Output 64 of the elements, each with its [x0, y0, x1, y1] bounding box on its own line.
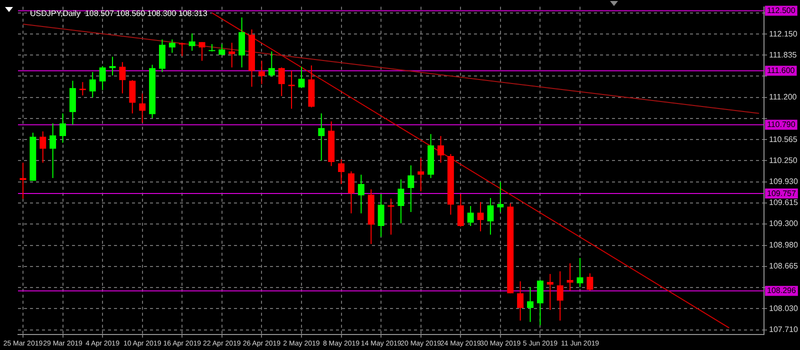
candlestick	[477, 202, 484, 232]
candlestick	[338, 158, 344, 185]
candlestick	[556, 270, 564, 322]
candlestick	[497, 182, 504, 213]
y-tick-label: 110.250	[769, 156, 798, 165]
candlestick	[60, 112, 66, 144]
candlestick	[546, 273, 554, 310]
y-tick-label: 108.980	[769, 240, 798, 250]
candlestick	[129, 80, 136, 114]
y-tick-label: 107.710	[769, 325, 798, 334]
y-tick-label: 109.930	[769, 177, 798, 186]
y-tick-label: 109.615	[769, 198, 798, 208]
candlestick	[487, 198, 494, 236]
candlestick	[517, 280, 524, 322]
candlestick	[198, 42, 206, 62]
candlestick	[178, 42, 186, 57]
candlestick	[109, 56, 116, 76]
candlestick	[438, 136, 444, 164]
candlestick	[268, 50, 275, 78]
candlestick	[20, 162, 26, 200]
candlestick	[348, 170, 354, 214]
y-tick-label: 111.200	[769, 92, 798, 102]
y-tick-label: 112.150	[769, 29, 798, 38]
candlestick	[298, 66, 305, 89]
ref-line-label: 108.296	[767, 286, 796, 296]
candlestick	[358, 174, 364, 214]
candlestick	[50, 122, 56, 179]
candlestick	[398, 178, 404, 224]
candlestick	[278, 66, 285, 97]
candlestick	[188, 32, 196, 52]
candlestick	[89, 72, 96, 98]
y-tick-label: 108.030	[769, 304, 798, 313]
y-tick-label: 111.835	[769, 50, 798, 60]
candlestick	[566, 262, 574, 292]
candlestick	[527, 286, 534, 322]
candlestick	[158, 38, 166, 73]
y-tick-label: 110.565	[769, 134, 798, 144]
ref-line-label: 111.600	[767, 66, 796, 75]
candlestick	[457, 194, 464, 228]
candlestick	[40, 130, 46, 164]
candlestick	[119, 62, 126, 94]
candlestick	[238, 16, 246, 68]
y-tick-label: 108.665	[769, 262, 798, 271]
candlestick	[218, 44, 226, 56]
ref-line-label: 112.500	[767, 6, 796, 15]
candlestick	[139, 92, 146, 124]
candlestick	[418, 158, 424, 192]
candlestick	[408, 164, 414, 213]
candlestick	[208, 44, 216, 52]
candlestick	[99, 66, 106, 91]
candlestick	[536, 279, 544, 326]
candlestick	[228, 42, 236, 68]
candlestick	[467, 206, 474, 226]
candlestick	[576, 257, 584, 288]
y-tick-label: 109.300	[769, 219, 798, 228]
candlestick	[258, 60, 265, 85]
ref-line-label: 110.790	[767, 120, 796, 129]
candlestick	[69, 80, 76, 126]
candlestick	[168, 38, 176, 54]
candlestick	[378, 194, 384, 238]
ref-line-label: 109.757	[767, 188, 796, 198]
chart-title: USDJPY,Daily 108.507 108.560 108.300 108.313	[30, 9, 208, 18]
candlestick	[586, 272, 594, 292]
candlestick	[318, 112, 325, 162]
